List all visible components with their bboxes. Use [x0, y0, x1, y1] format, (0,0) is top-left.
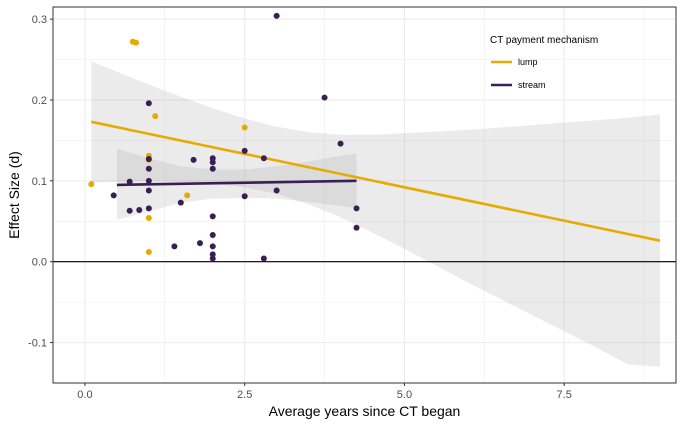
data-point-lump — [152, 113, 159, 120]
x-tick-label: 5.0 — [397, 389, 412, 401]
legend-label-lump: lump — [518, 57, 538, 67]
data-point-stream — [196, 240, 203, 247]
trend-lines — [91, 120, 661, 242]
y-tick-label: 0.3 — [32, 14, 47, 26]
data-point-stream — [273, 12, 280, 19]
data-point-lump — [241, 124, 248, 131]
y-tick-label: 0.0 — [32, 257, 47, 269]
data-point-stream — [209, 232, 216, 239]
x-tick-label: 0.0 — [77, 389, 92, 401]
legend-label-stream: stream — [518, 80, 546, 90]
data-point-stream — [145, 205, 152, 212]
data-point-stream — [353, 205, 360, 212]
y-axis-title: Effect Size (d) — [6, 151, 22, 239]
data-point-stream — [209, 243, 216, 250]
plot-panel — [53, 7, 676, 383]
data-point-stream — [260, 255, 267, 262]
data-point-stream — [273, 187, 280, 194]
legend-title: CT payment mechanism — [490, 35, 598, 46]
data-point-stream — [136, 206, 143, 213]
data-points — [88, 12, 360, 262]
y-tick-label: 0.1 — [32, 176, 47, 188]
legend-items: lump stream — [491, 57, 546, 90]
data-point-lump — [88, 181, 95, 188]
data-point-stream — [177, 199, 184, 206]
plot-border — [52, 6, 677, 384]
x-tick-label: 7.5 — [557, 389, 572, 401]
data-point-stream — [209, 213, 216, 220]
data-point-stream — [145, 156, 152, 163]
y-axis-ticks: -0.1 0.0 0.1 0.2 0.3 — [28, 14, 53, 350]
data-point-stream — [321, 94, 328, 101]
data-point-lump — [184, 192, 191, 199]
data-point-stream — [209, 165, 216, 172]
data-point-stream — [110, 192, 117, 199]
data-point-stream — [209, 255, 216, 262]
data-point-stream — [241, 193, 248, 200]
y-tick-label: 0.2 — [32, 95, 47, 107]
data-point-stream — [145, 187, 152, 194]
data-point-stream — [171, 243, 178, 250]
data-point-stream — [126, 207, 133, 214]
data-point-stream — [241, 147, 248, 154]
confidence-band-lump — [91, 61, 661, 367]
data-point-stream — [337, 140, 344, 147]
y-tick-label: -0.1 — [28, 338, 47, 350]
data-point-stream — [145, 177, 152, 184]
data-point-lump — [145, 249, 152, 256]
data-point-stream — [145, 100, 152, 107]
data-point-stream — [260, 155, 267, 162]
data-point-stream — [190, 156, 197, 163]
data-point-stream — [209, 159, 216, 166]
x-tick-label: 2.5 — [237, 389, 252, 401]
trend-line-lump — [91, 120, 661, 242]
trend-line-stream — [116, 179, 357, 187]
data-point-stream — [126, 178, 133, 185]
data-point-stream — [353, 224, 360, 231]
x-axis-title: Average years since CT began — [269, 403, 461, 419]
data-point-lump — [133, 39, 140, 46]
data-point-stream — [145, 165, 152, 172]
x-axis-ticks: 0.0 2.5 5.0 7.5 — [77, 383, 572, 401]
legend: CT payment mechanism lump stream — [490, 35, 598, 90]
data-point-lump — [145, 215, 152, 222]
